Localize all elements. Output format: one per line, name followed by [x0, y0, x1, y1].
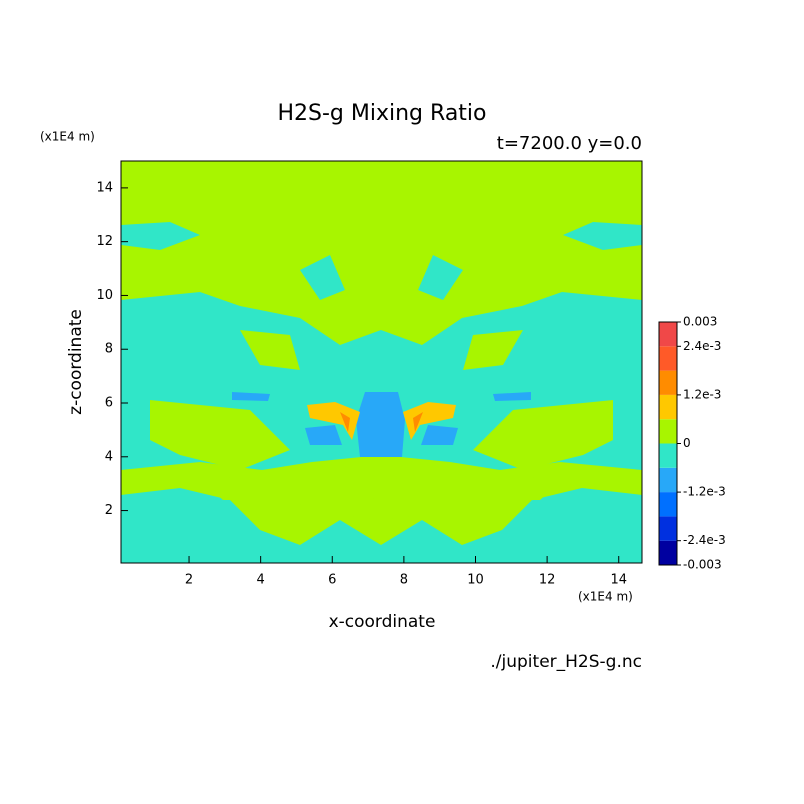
x-tick-label: 10	[467, 573, 484, 588]
field-region	[150, 330, 613, 470]
colorbar-tick-label: 0.003	[683, 315, 717, 329]
plot-frame	[120, 160, 643, 564]
colorbar-band	[659, 394, 677, 420]
colorbar-band	[659, 540, 677, 565]
y-tick-label: 14	[96, 180, 113, 195]
field-region	[121, 488, 642, 563]
x-axis-label: x-coordinate	[329, 612, 436, 632]
colorbar-tick-label: 1.2e-3	[683, 387, 721, 401]
y-unit: (x1E4 m)	[40, 130, 95, 144]
field-region	[307, 402, 456, 440]
colorbar-band	[659, 516, 677, 541]
field-region	[121, 222, 642, 300]
colorbar-band	[659, 419, 677, 444]
x-tick-label: 14	[610, 573, 627, 588]
colorbar-band	[659, 467, 677, 493]
colorbar-band	[659, 322, 677, 347]
y-tick-label: 6	[105, 396, 113, 411]
contour-field	[121, 161, 642, 563]
x-unit: (x1E4 m)	[578, 590, 633, 604]
y-tick-label: 10	[96, 288, 113, 303]
colorbar-band	[659, 346, 677, 371]
colorbar-tick-label: -2.4e-3	[683, 533, 726, 547]
x-tick-label: 2	[185, 573, 193, 588]
x-tick-label: 4	[257, 573, 265, 588]
x-tick-label: 6	[328, 573, 336, 588]
colorbar-band	[659, 492, 677, 517]
field-region	[356, 392, 405, 457]
x-tick-label: 8	[400, 573, 408, 588]
field-region	[200, 475, 563, 520]
colorbar-tick-label: -0.003	[683, 558, 722, 572]
chart-subtitle: t=7200.0 y=0.0	[497, 133, 642, 154]
colorbar-tick-label: 2.4e-3	[683, 339, 721, 353]
field-region	[232, 392, 531, 445]
x-tick-label: 12	[539, 573, 556, 588]
colorbar-tick-label: -1.2e-3	[683, 485, 726, 499]
colorbar-tick-label: 0	[683, 436, 691, 450]
chart-title: H2S-g Mixing Ratio	[277, 101, 486, 126]
y-tick-label: 2	[105, 503, 113, 518]
colorbar-band	[659, 370, 677, 395]
source-label: ./jupiter_H2S-g.nc	[490, 652, 642, 672]
y-axis-label: z-coordinate	[66, 309, 86, 415]
y-tick-label: 4	[105, 449, 113, 464]
y-tick-label: 12	[96, 234, 113, 249]
y-tick-label: 8	[105, 342, 113, 357]
colorbar-band	[659, 443, 677, 468]
